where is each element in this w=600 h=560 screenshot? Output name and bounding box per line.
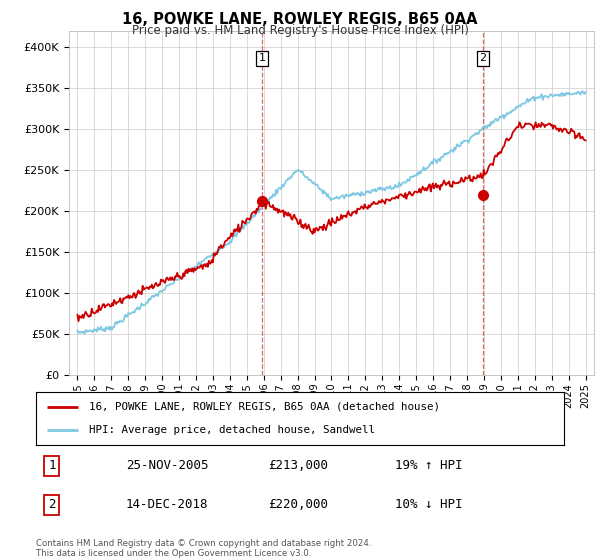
Text: 2: 2	[48, 498, 56, 511]
Text: HPI: Average price, detached house, Sandwell: HPI: Average price, detached house, Sand…	[89, 425, 375, 435]
Text: Price paid vs. HM Land Registry's House Price Index (HPI): Price paid vs. HM Land Registry's House …	[131, 24, 469, 37]
Text: 16, POWKE LANE, ROWLEY REGIS, B65 0AA: 16, POWKE LANE, ROWLEY REGIS, B65 0AA	[122, 12, 478, 27]
Text: 25-NOV-2005: 25-NOV-2005	[126, 459, 208, 473]
Text: 1: 1	[48, 459, 56, 473]
Text: Contains HM Land Registry data © Crown copyright and database right 2024.
This d: Contains HM Land Registry data © Crown c…	[36, 539, 371, 558]
Text: 1: 1	[259, 53, 266, 63]
Text: 19% ↑ HPI: 19% ↑ HPI	[395, 459, 463, 473]
Text: £213,000: £213,000	[268, 459, 328, 473]
Text: 2: 2	[479, 53, 487, 63]
Text: £220,000: £220,000	[268, 498, 328, 511]
Text: 10% ↓ HPI: 10% ↓ HPI	[395, 498, 463, 511]
Text: 14-DEC-2018: 14-DEC-2018	[126, 498, 208, 511]
Text: 16, POWKE LANE, ROWLEY REGIS, B65 0AA (detached house): 16, POWKE LANE, ROWLEY REGIS, B65 0AA (d…	[89, 402, 440, 412]
